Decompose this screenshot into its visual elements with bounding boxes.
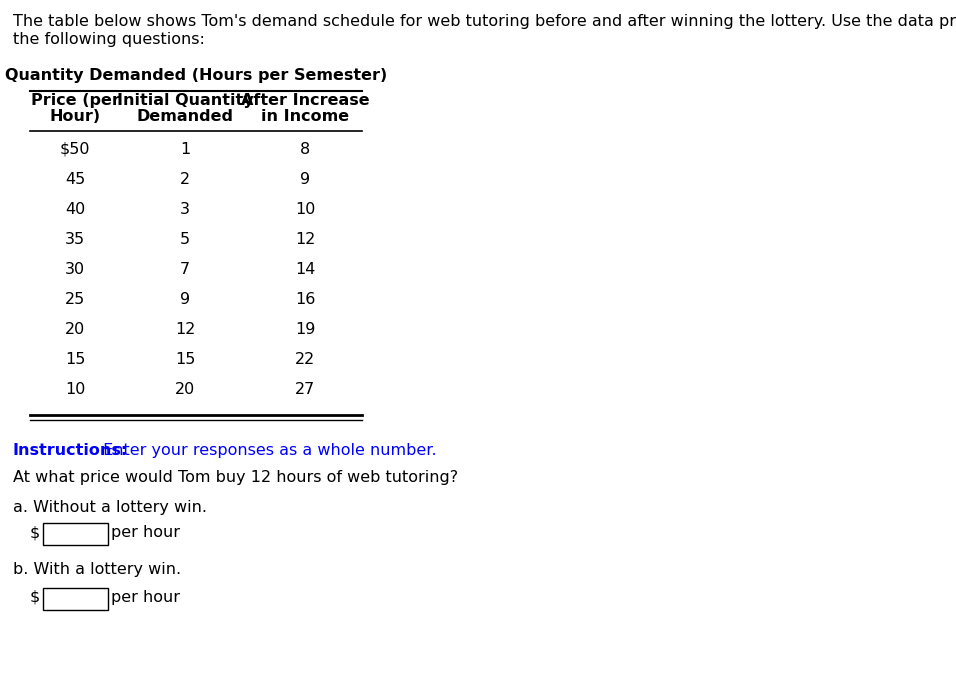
Text: the following questions:: the following questions: xyxy=(13,32,205,47)
Text: 14: 14 xyxy=(294,262,315,277)
Text: 2: 2 xyxy=(180,172,190,187)
Text: per hour: per hour xyxy=(111,525,180,540)
Text: 7: 7 xyxy=(180,262,190,277)
Text: 1: 1 xyxy=(180,142,190,157)
Text: b. With a lottery win.: b. With a lottery win. xyxy=(13,562,181,577)
Text: 10: 10 xyxy=(65,382,85,397)
Text: 16: 16 xyxy=(294,292,315,307)
Text: Instructions:: Instructions: xyxy=(13,443,128,458)
Text: 8: 8 xyxy=(300,142,310,157)
Text: Enter your responses as a whole number.: Enter your responses as a whole number. xyxy=(98,443,437,458)
Text: Quantity Demanded (Hours per Semester): Quantity Demanded (Hours per Semester) xyxy=(5,68,387,83)
Text: 3: 3 xyxy=(180,202,190,217)
Text: 45: 45 xyxy=(65,172,85,187)
Text: in Income: in Income xyxy=(261,109,349,124)
Text: $: $ xyxy=(30,525,40,540)
Text: 30: 30 xyxy=(65,262,85,277)
Text: After Increase: After Increase xyxy=(241,93,369,108)
Text: 15: 15 xyxy=(175,352,195,367)
Text: 5: 5 xyxy=(180,232,190,247)
Text: 20: 20 xyxy=(175,382,195,397)
Text: 27: 27 xyxy=(294,382,315,397)
Text: The table below shows Tom's demand schedule for web tutoring before and after wi: The table below shows Tom's demand sched… xyxy=(13,14,956,29)
Text: 12: 12 xyxy=(294,232,315,247)
Text: 20: 20 xyxy=(65,322,85,337)
Text: Hour): Hour) xyxy=(50,109,100,124)
Text: 10: 10 xyxy=(294,202,315,217)
Text: Initial Quantity: Initial Quantity xyxy=(117,93,253,108)
Text: 9: 9 xyxy=(300,172,310,187)
Text: 25: 25 xyxy=(65,292,85,307)
Text: 19: 19 xyxy=(294,322,315,337)
Text: Demanded: Demanded xyxy=(137,109,233,124)
Text: a. Without a lottery win.: a. Without a lottery win. xyxy=(13,500,207,515)
Text: $: $ xyxy=(30,590,40,605)
Text: per hour: per hour xyxy=(111,590,180,605)
Text: 35: 35 xyxy=(65,232,85,247)
Text: 40: 40 xyxy=(65,202,85,217)
Text: $50: $50 xyxy=(59,142,90,157)
Text: 22: 22 xyxy=(294,352,315,367)
Text: 12: 12 xyxy=(175,322,195,337)
Text: 9: 9 xyxy=(180,292,190,307)
Text: Price (per: Price (per xyxy=(31,93,120,108)
Text: At what price would Tom buy 12 hours of web tutoring?: At what price would Tom buy 12 hours of … xyxy=(13,470,458,485)
Text: 15: 15 xyxy=(65,352,85,367)
